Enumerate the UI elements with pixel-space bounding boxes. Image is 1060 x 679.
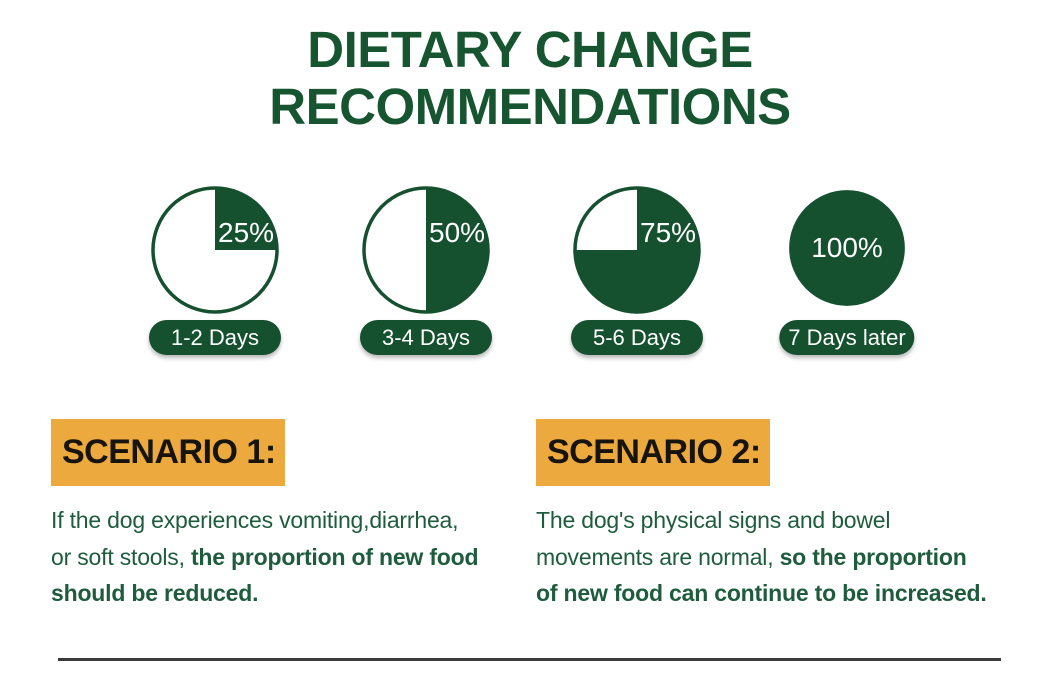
pie-chart-25 (151, 186, 279, 314)
pie-day-badge: 5-6 Days (571, 320, 703, 355)
pie-percent-label: 75% (640, 217, 697, 248)
pie-day-badge: 1-2 Days (149, 320, 281, 355)
pie-group-7-days-later: 100% 7 Days later (762, 185, 932, 360)
bottom-divider (58, 658, 1001, 661)
pie-group-1-2-days: 25% 1-2 Days (130, 185, 300, 360)
pie-chart-50 (362, 186, 490, 314)
pie-day-badge: 7 Days later (779, 320, 915, 355)
scenario-2-line-2: movements are normal, so the proportion (536, 543, 967, 570)
title-line-1: DIETARY CHANGE (307, 21, 753, 78)
pie-day-badge: 3-4 Days (360, 320, 492, 355)
title-line-2: RECOMMENDATIONS (269, 78, 791, 135)
pie-group-3-4-days: 50% 3-4 Days (341, 185, 511, 360)
pie-chart-row: 25% 1-2 Days 50% 3-4 Days 75% 5-6 Days 1… (0, 185, 1060, 360)
scenario-2-text: The dog's physical signs and bowel movem… (536, 502, 1046, 612)
page-title: DIETARY CHANGE RECOMMENDATIONS (0, 21, 1060, 135)
scenario-2-line-1: The dog's physical signs and bowel (536, 507, 891, 533)
scenario-2-section: SCENARIO 2: The dog's physical signs and… (536, 419, 1046, 612)
scenario-1-line-1: If the dog experiences vomiting,diarrhea… (51, 507, 459, 533)
scenario-1-section: SCENARIO 1: If the dog experiences vomit… (51, 419, 543, 612)
scenario-1-line-2: or soft stools, the proportion of new fo… (51, 543, 479, 570)
scenario-1-header: SCENARIO 1: (51, 419, 285, 486)
pie-chart-100 (789, 190, 905, 306)
pie-percent-label: 25% (218, 217, 275, 248)
pie-group-5-6-days: 75% 5-6 Days (552, 185, 722, 360)
scenario-2-header: SCENARIO 2: (536, 419, 770, 486)
pie-chart-75 (573, 186, 701, 314)
scenario-1-text: If the dog experiences vomiting,diarrhea… (51, 502, 543, 612)
scenario-2-line-3: of new food can continue to be increased… (536, 580, 987, 606)
pie-percent-label: 100% (811, 232, 883, 263)
pie-percent-label: 50% (429, 217, 486, 248)
scenario-1-line-3: should be reduced. (51, 580, 259, 606)
